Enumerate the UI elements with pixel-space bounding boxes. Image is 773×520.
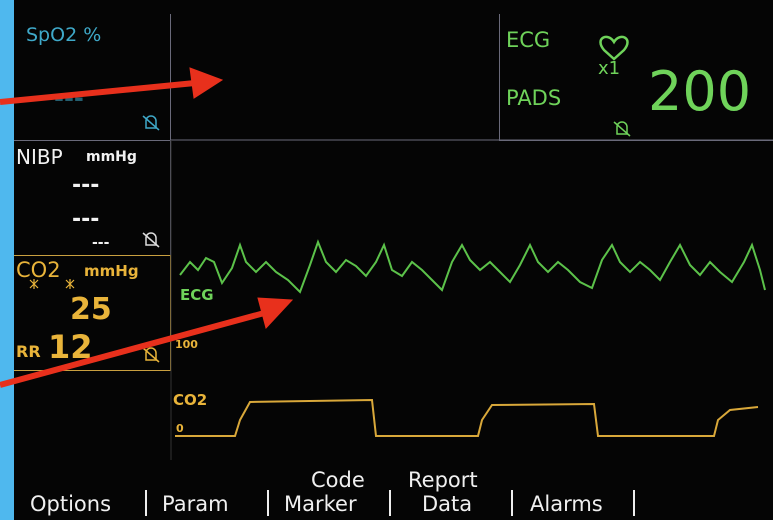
menu-button[interactable]: Options [30,492,111,516]
alarm-off-icon [143,348,159,362]
menu-button[interactable]: Data [422,492,472,516]
menu-button[interactable]: Param [162,492,229,516]
graphics [0,0,773,520]
alarm-off-icon [143,116,159,130]
annotation-arrow [0,68,222,102]
menu-button[interactable]: Marker [284,492,357,516]
alarm-off-icon [143,233,159,247]
annotation-arrow [0,298,292,385]
menu-button[interactable]: Alarms [530,492,603,516]
monitor-screen: SpO2 % --- ECG PADS x1 200 NIBP mmHg ---… [0,0,773,520]
alarm-off-icon [614,122,630,136]
heart-icon [601,37,628,59]
co2-waveform [175,400,758,436]
ecg-waveform [180,242,765,292]
menu-button-top[interactable]: Code [311,468,365,492]
menu-button-top[interactable]: Report [408,468,478,492]
co2-markers [30,279,74,289]
